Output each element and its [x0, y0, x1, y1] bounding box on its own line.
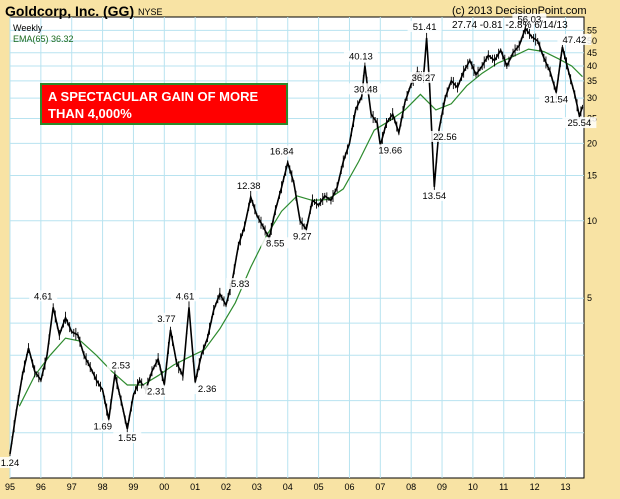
annotation-bg [512, 13, 547, 25]
price-annotation: 2.53 [112, 360, 131, 371]
exchange-label: NYSE [138, 7, 163, 17]
price-annotation: 13.54 [422, 191, 446, 202]
price-annotation: 40.13 [349, 52, 373, 63]
y-tick-label: 45 [587, 48, 597, 58]
price-annotation: 36.27 [412, 73, 436, 84]
annotation-bg [170, 290, 199, 302]
x-tick-label: 01 [190, 482, 200, 492]
gain-callout: A SPECTACULAR GAIN OF MORE THAN 4,000% [40, 83, 288, 125]
y-axis-ticks: 510152025303540455055 [587, 25, 597, 303]
y-tick-label: 50 [587, 36, 597, 46]
ema-series [18, 48, 583, 407]
annotation-bg [231, 179, 266, 191]
annotation-bg [407, 20, 442, 32]
price-annotation: 31.54 [544, 94, 568, 105]
x-tick-label: 06 [344, 482, 354, 492]
x-tick-label: 02 [221, 482, 231, 492]
price-annotation: 8.55 [266, 238, 285, 249]
annotation-bg [193, 383, 222, 395]
annotation-bg [106, 359, 135, 371]
ema-line [18, 48, 583, 407]
annotation-bg [539, 93, 574, 105]
y-tick-label: 30 [587, 93, 597, 103]
annotation-bg [264, 145, 299, 157]
x-tick-label: 05 [314, 482, 324, 492]
price-annotation: 9.27 [293, 231, 312, 242]
price-annotation: 16.84 [270, 147, 294, 158]
price-annotation: 2.31 [147, 386, 166, 397]
x-tick-label: 99 [128, 482, 138, 492]
annotation-bg [406, 71, 441, 83]
annotation-bg [427, 130, 462, 142]
price-annotations: 1.24 4.61 1.69 2.53 1.55 2.31 3.77 4.61 2.36 5.83… [0, 13, 597, 469]
y-tick-label: 40 [587, 61, 597, 71]
annotation-bg [562, 117, 597, 129]
y-tick-label: 10 [587, 216, 597, 226]
annotation-bg [29, 290, 58, 302]
x-axis-ticks: 95 96 97 98 99 00 01 02 03 04 05 06 07 08 09 10 11 12 13 [5, 482, 570, 492]
price-annotation: 1.24 [1, 458, 20, 469]
x-tick-label: 98 [98, 482, 108, 492]
price-annotation: 51.41 [413, 22, 437, 33]
ema-legend: EMA(65) 36.32 [13, 34, 74, 44]
x-tick-label: 08 [406, 482, 416, 492]
copyright-label: (c) 2013 DecisionPoint.com [452, 5, 587, 17]
x-tick-label: 00 [159, 482, 169, 492]
price-annotation: 47.42 [563, 35, 587, 46]
annotation-bg [0, 456, 24, 468]
annotation-bg [88, 420, 117, 432]
price-annotation: 22.56 [433, 132, 457, 143]
x-tick-label: 03 [252, 482, 262, 492]
price-annotation: 1.69 [94, 421, 113, 432]
x-tick-label: 96 [36, 482, 46, 492]
x-tick-label: 95 [5, 482, 15, 492]
x-tick-label: 07 [375, 482, 385, 492]
x-tick-label: 13 [560, 482, 570, 492]
x-tick-label: 12 [530, 482, 540, 492]
y-tick-label: 35 [587, 76, 597, 86]
annotation-bg [417, 189, 452, 201]
price-annotation: 12.38 [237, 181, 261, 192]
price-annotation: 56.03 [517, 14, 541, 25]
price-annotation: 25.54 [567, 118, 591, 129]
annotation-bg [288, 230, 317, 242]
price-annotation: 3.77 [157, 314, 176, 325]
price-annotation: 2.36 [198, 384, 217, 395]
y-tick-label: 5 [587, 293, 592, 303]
annotation-bg [557, 33, 592, 45]
timeframe-label: Weekly [13, 23, 43, 33]
y-tick-label: 20 [587, 138, 597, 148]
annotation-bg [113, 432, 142, 444]
price-annotation: 4.61 [34, 291, 53, 302]
x-tick-label: 11 [499, 482, 508, 492]
annotation-bg [348, 83, 383, 95]
price-annotation: 19.66 [378, 145, 402, 156]
price-annotation: 30.48 [354, 84, 378, 95]
annotation-bg [261, 237, 290, 249]
price-annotation: 4.61 [176, 291, 195, 302]
x-tick-label: 10 [468, 482, 478, 492]
x-tick-label: 04 [283, 482, 293, 492]
x-tick-label: 97 [67, 482, 77, 492]
quote-label: 27.74 -0.81 -2.8% 6/14/13 [452, 20, 568, 31]
annotation-bg [152, 312, 181, 324]
price-annotation: 5.83 [231, 279, 250, 290]
annotation-bg [373, 144, 408, 156]
annotation-bg [226, 278, 255, 290]
annotation-bg [142, 385, 171, 397]
annotation-bg [343, 50, 378, 62]
x-tick-label: 09 [437, 482, 447, 492]
y-tick-label: 15 [587, 171, 597, 181]
y-tick-label: 55 [587, 25, 597, 35]
chart-title: Goldcorp, Inc. (GG) [5, 3, 135, 19]
price-annotation: 1.55 [118, 433, 137, 444]
